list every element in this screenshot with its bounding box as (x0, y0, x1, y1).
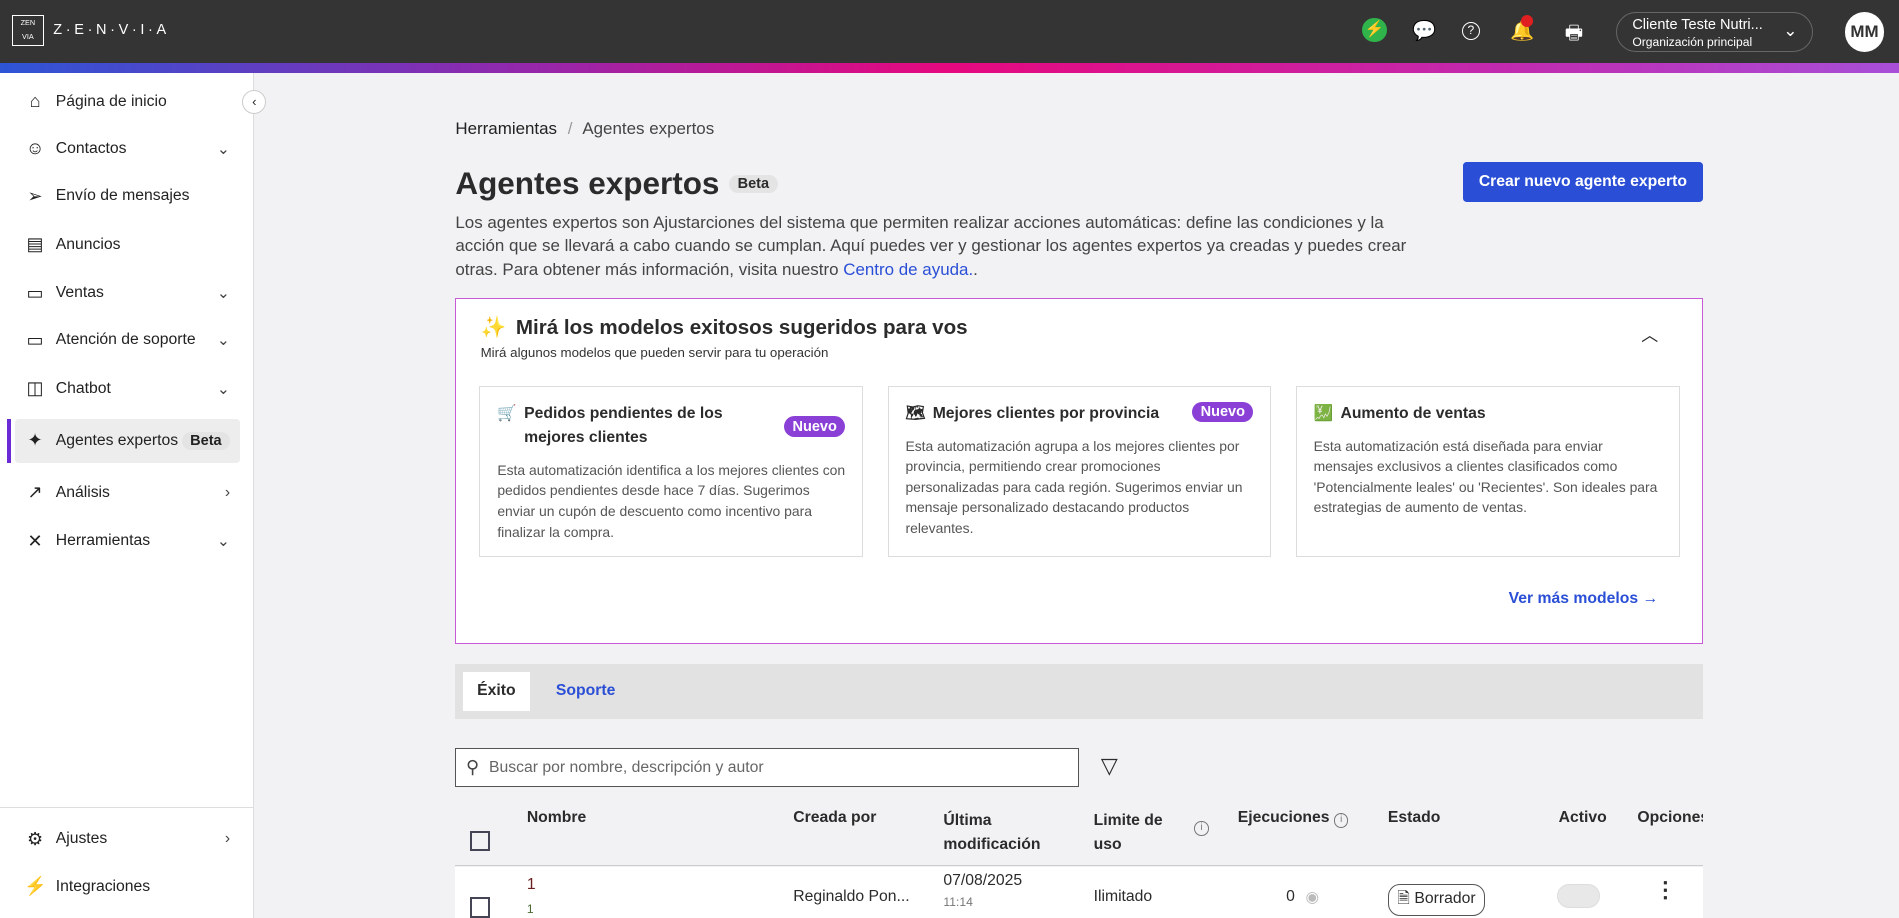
sidebar-icon: ⚙ (26, 828, 44, 849)
chevron-icon: ⌄ (216, 332, 231, 350)
sidebar-item-4[interactable]: ▭ Ventas ⌄ (15, 271, 240, 315)
sidebar-icon: ✕ (27, 530, 43, 551)
filter-icon[interactable]: ▽ (1100, 753, 1118, 779)
table-row[interactable]: 1 1 Reginaldo Pon... 07/08/2025 11:14 Il… (455, 867, 1703, 918)
chevron-icon: ⌄ (216, 533, 231, 551)
chevron-icon: ⌄ (216, 140, 231, 158)
sparkle-icon: ✨ (480, 315, 507, 339)
sidebar-item-8[interactable]: ↗ Análisis › (15, 471, 240, 515)
search-icon: ⚲ (466, 757, 480, 778)
sidebar-icon: ⚡ (24, 876, 47, 896)
sidebar-icon: ☺ (25, 138, 45, 159)
printer-icon[interactable]: 🖶 (1564, 22, 1584, 45)
sidebar-item-6[interactable]: ◫ Chatbot ⌄ (15, 367, 240, 411)
status-badge: 🗎 Borrador (1387, 884, 1486, 916)
logo[interactable]: ZEN VIA Z·E·N·V·I·A (12, 14, 170, 47)
new-badge: Nuevo (784, 416, 846, 438)
chevron-icon: ⌄ (216, 285, 231, 303)
new-badge: Nuevo (1192, 401, 1254, 423)
more-options-icon[interactable]: ⋮ (1654, 876, 1677, 902)
sidebar-item-2[interactable]: ➢ Envío de mensajes (15, 174, 240, 218)
info-icon[interactable]: i (1333, 813, 1349, 828)
tab-soporte[interactable]: Soporte (555, 682, 616, 700)
sidebar-icon: ➢ (27, 185, 43, 206)
select-all-checkbox[interactable] (469, 830, 491, 852)
sidebar-icon: ▭ (26, 329, 44, 350)
divider (0, 806, 255, 808)
sidebar-item-7[interactable]: ✦ Agentes expertos Beta (7, 419, 240, 463)
logo-mark: ZEN VIA (12, 14, 44, 47)
tab-exito[interactable]: Éxito (462, 672, 531, 711)
sidebar-icon: ⌂ (29, 91, 41, 112)
bolt-icon[interactable]: ⚡ (1362, 18, 1387, 43)
sidebar-icon: ↗ (27, 482, 43, 503)
tabs: Éxito Soporte (455, 663, 1703, 720)
sidebar: ⌂ Página de inicio ☺ Contactos ⌄ ➢ Envío de me… (0, 72, 255, 918)
sidebar-icon: ▤ (26, 234, 44, 255)
suggestion-card[interactable]: 🗺 Mejores clientes por provincia Nuevo Esta… (887, 386, 1272, 557)
row-checkbox[interactable] (469, 897, 491, 918)
card-icon: 🛒 (497, 404, 517, 422)
suggestion-card[interactable]: 💹 Aumento de ventas Esta automatización es… (1295, 386, 1680, 557)
sidebar-item-9[interactable]: ✕ Herramientas ⌄ (15, 520, 240, 564)
active-toggle[interactable] (1557, 884, 1600, 909)
sidebar-icon: ◫ (26, 378, 44, 399)
avatar[interactable]: MM (1844, 12, 1885, 53)
sidebar-item-0[interactable]: ⌂ Página de inicio (15, 80, 240, 124)
sidebar-icon: ✦ (27, 430, 43, 451)
info-icon[interactable]: i (1194, 821, 1209, 836)
card-icon: 🗺 (905, 404, 926, 422)
table-header: Nombre Creada por Última modificación Li… (455, 799, 1703, 866)
suggested-models-panel: ✨ Mirá los modelos exitosos sugeridos par… (455, 297, 1703, 645)
help-center-link[interactable]: Centro de ayuda. (843, 259, 974, 279)
collapse-panel-chevron-icon[interactable]: ︿ (1641, 325, 1659, 345)
sidebar-item-3[interactable]: ▤ Anuncios (15, 223, 240, 267)
sidebar-item-1[interactable]: ☺ Contactos ⌄ (25, 138, 231, 159)
notification-dot (1521, 14, 1534, 27)
org-selector[interactable]: Cliente Teste Nutri... Organización princ… (1615, 12, 1813, 53)
page-description: Los agentes expertos son Ajustarciones d… (455, 212, 1407, 279)
help-icon[interactable]: ? (1461, 21, 1480, 40)
search-input[interactable]: ⚲ Buscar por nombre, descripción y autor (455, 748, 1080, 788)
sidebar-icon: ▭ (26, 282, 44, 303)
bell-icon[interactable]: 🔔 (1510, 14, 1534, 43)
chevron-icon: › (224, 483, 231, 501)
beta-badge: Beta (729, 174, 778, 194)
view-icon[interactable]: ◉ (1305, 888, 1320, 906)
sidebar-item-5[interactable]: ▭ Atención de soporte ⌄ (15, 319, 240, 363)
chevron-icon: › (224, 830, 231, 848)
top-bar: ZEN VIA Z·E·N·V·I·A ⚡ 💬 ? 🔔 🖶 Cliente Test… (0, 0, 1899, 63)
create-agent-button[interactable]: Crear nuevo agente experto (1462, 162, 1703, 203)
breadcrumb-herramientas[interactable]: Herramientas (455, 118, 558, 138)
card-icon: 💹 (1313, 404, 1334, 422)
see-more-models-link[interactable]: Ver más modelos → (1508, 589, 1659, 607)
page-title: Agentes expertos Beta (455, 166, 778, 202)
chevron-down-icon: ⌄ (1783, 21, 1798, 41)
sidebar-bottom-item-1[interactable]: ⚡ Integraciones (24, 876, 151, 896)
suggestion-card[interactable]: 🛒 Pedidos pendientes de los mejores clien… (479, 386, 864, 557)
chat-icon[interactable]: 💬 (1412, 20, 1437, 43)
breadcrumb: Herramientas / Agentes expertos (455, 118, 715, 138)
gradient-bar (0, 62, 1899, 73)
sidebar-bottom-item-0[interactable]: ⚙ Ajustes › (15, 817, 240, 861)
collapse-sidebar-button[interactable]: ‹ (242, 89, 267, 114)
chevron-icon: ⌄ (216, 380, 231, 398)
